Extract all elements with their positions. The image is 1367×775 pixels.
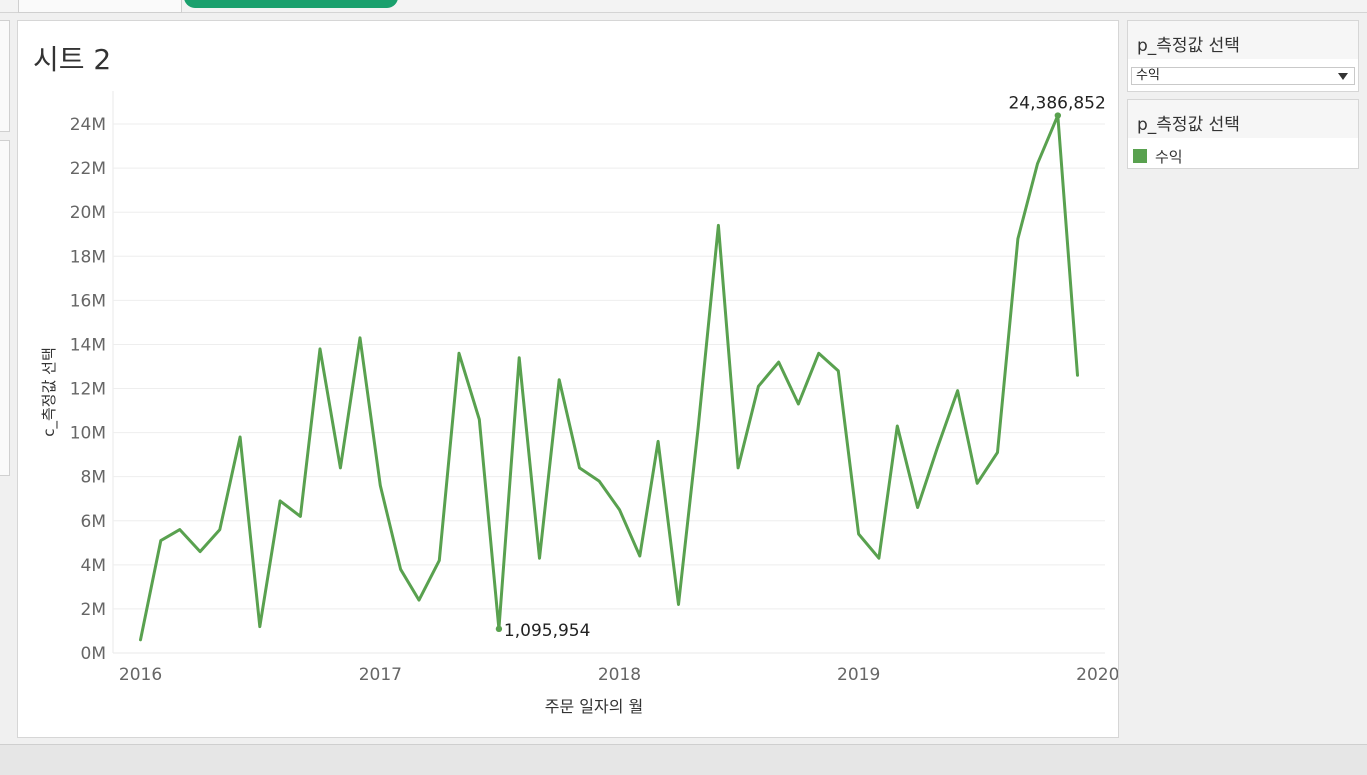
dropdown-value: 수익 xyxy=(1136,68,1160,83)
y-tick-label: 2M xyxy=(81,600,106,620)
left-panel-edge xyxy=(0,20,10,132)
legend-swatch xyxy=(1133,149,1147,163)
line-chart: 0M 2M 4M 6M 8M 10M 12M 14M 16M 18M 20M 22M 24M 2016 20… xyxy=(40,91,1118,716)
y-tick-label: 4M xyxy=(81,556,106,576)
y-tick-label: 22M xyxy=(70,159,106,179)
y-tick-label: 10M xyxy=(70,424,106,444)
y-axis-title: c_측정값 선택 xyxy=(40,347,59,437)
left-panel-edge-2 xyxy=(0,140,10,476)
sheet-tab[interactable] xyxy=(18,0,182,13)
annotation-label: 24,386,852 xyxy=(1008,94,1105,114)
chevron-down-icon[interactable] xyxy=(1338,73,1348,80)
legend-item[interactable]: 수익 xyxy=(1133,147,1183,166)
y-tick-label: 16M xyxy=(70,291,106,311)
annotation-label: 1,095,954 xyxy=(504,621,591,641)
y-tick-label: 0M xyxy=(81,644,106,664)
y-tick-label: 12M xyxy=(70,380,106,400)
y-tick-label: 24M xyxy=(70,115,106,135)
active-tab-pill[interactable] xyxy=(184,0,398,8)
status-bar xyxy=(0,744,1367,775)
top-toolbar xyxy=(0,0,1367,13)
legend-label: 수익 xyxy=(1155,147,1183,166)
y-tick-label: 8M xyxy=(81,468,106,488)
legend-title: p_측정값 선택 xyxy=(1128,100,1358,138)
y-tick-label: 18M xyxy=(70,247,106,267)
x-tick-label: 2017 xyxy=(359,665,402,685)
series-line xyxy=(139,114,1079,642)
x-axis-title: 주문 일자의 월 xyxy=(545,697,644,716)
sheet-title: 시트 2 xyxy=(33,43,112,76)
x-tick-label: 2018 xyxy=(598,665,641,685)
color-legend: p_측정값 선택 수익 xyxy=(1127,99,1359,169)
measure-select-dropdown[interactable]: 수익 xyxy=(1131,67,1355,85)
annotation-point xyxy=(1054,112,1062,119)
y-tick-label: 6M xyxy=(81,512,106,532)
parameter-title: p_측정값 선택 xyxy=(1128,21,1358,59)
y-tick-label: 20M xyxy=(70,203,106,223)
x-tick-label: 2019 xyxy=(837,665,880,685)
parameter-control: p_측정값 선택 수익 xyxy=(1127,20,1359,92)
worksheet: 시트 2 0M 2M 4M 6M 8M 10M 12M 14M 16M 18M 20M 22M 24M 2… xyxy=(17,20,1119,738)
x-tick-label: 2016 xyxy=(119,665,162,685)
y-tick-label: 14M xyxy=(70,335,106,355)
annotation-point xyxy=(495,625,503,633)
x-tick-label: 2020 xyxy=(1076,665,1118,685)
